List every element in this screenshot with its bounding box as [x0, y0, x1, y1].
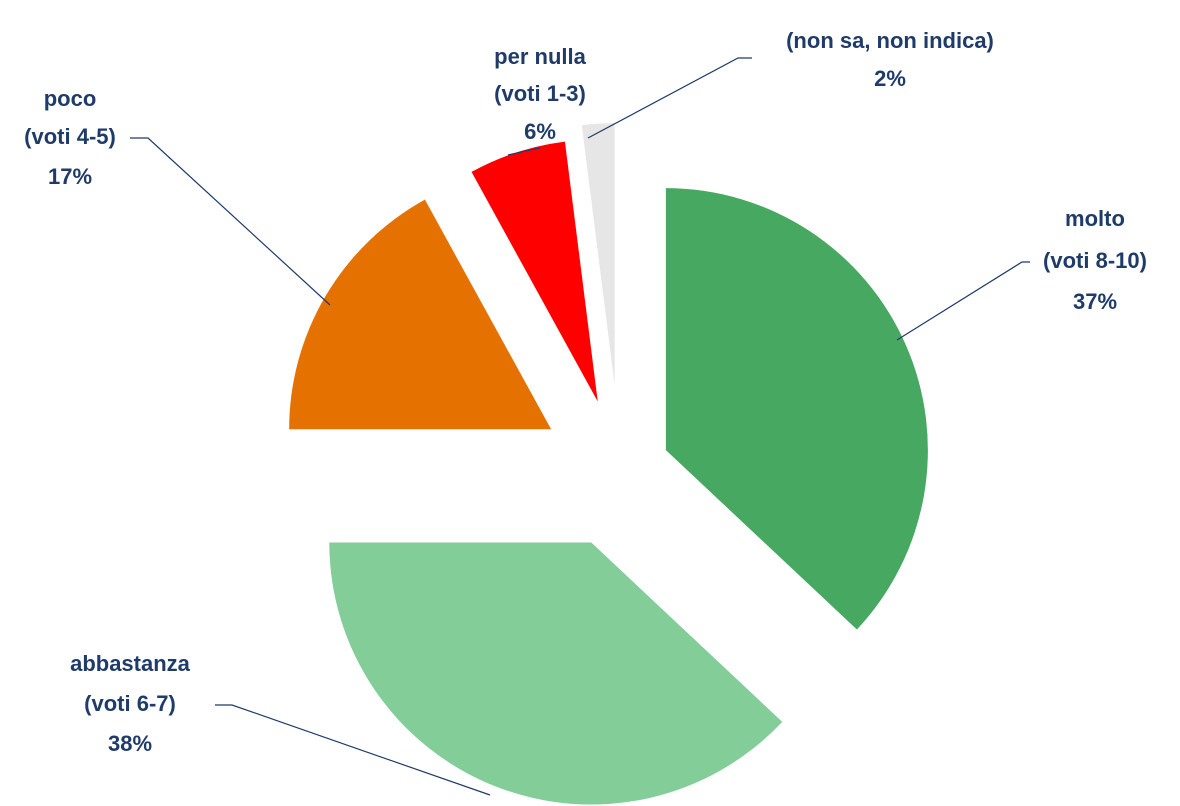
leader-line	[215, 704, 491, 796]
slice-label: (non sa, non indica)	[786, 28, 994, 53]
value-label: 37%	[1073, 289, 1117, 314]
slice-label: poco	[44, 86, 97, 111]
slice-label: (voti 8-10)	[1043, 248, 1147, 273]
slice-label: (voti 4-5)	[24, 124, 116, 149]
leader-line	[507, 147, 541, 156]
pie-slice	[665, 188, 928, 630]
slice-label: per nulla	[494, 44, 586, 69]
leader-line	[130, 137, 331, 306]
pie-slice	[289, 199, 552, 430]
slice-label: (voti 1-3)	[494, 81, 586, 106]
pie-slice	[329, 542, 783, 805]
value-label: 17%	[48, 164, 92, 189]
slice-label: molto	[1065, 206, 1125, 231]
pie-slice	[581, 123, 615, 386]
leader-line	[896, 261, 1030, 341]
value-label: 2%	[874, 66, 906, 91]
value-label: 6%	[524, 119, 556, 144]
pie-slice	[471, 141, 598, 402]
slice-label: abbastanza	[70, 651, 191, 676]
slice-label: (voti 6-7)	[84, 691, 176, 716]
leader-line	[587, 57, 752, 139]
value-label: 38%	[108, 731, 152, 756]
